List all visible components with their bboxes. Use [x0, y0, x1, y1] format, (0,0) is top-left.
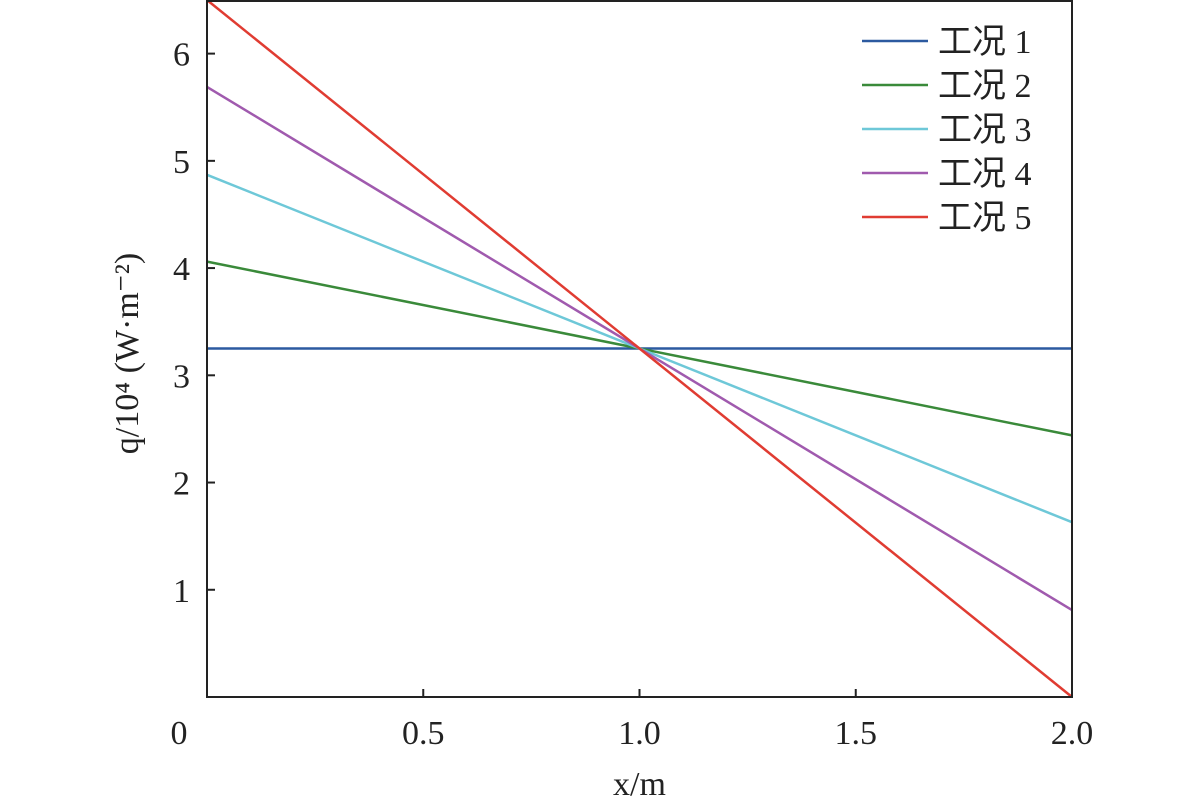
- legend-label-1: 工况 1: [938, 24, 1032, 61]
- x-tick-label: 0.5: [402, 715, 445, 752]
- series-layer: [206, 0, 1073, 698]
- x-tick-label: 0: [171, 715, 188, 752]
- legend: 工况 1 工况 2 工况 3 工况 4 工况 5: [862, 24, 1032, 237]
- x-axis-title: x/m: [613, 766, 666, 803]
- y-tick-label: 3: [173, 358, 190, 395]
- legend-label-2: 工况 2: [938, 68, 1032, 105]
- x-tick-label: 1.0: [618, 715, 661, 752]
- y-tick-label: 4: [173, 251, 190, 288]
- legend-label-3: 工况 3: [938, 112, 1032, 149]
- legend-label-5: 工况 5: [938, 200, 1032, 237]
- y-tick-label: 1: [173, 573, 190, 610]
- legend-label-4: 工况 4: [938, 156, 1032, 193]
- y-axis-title: q/10⁴ (W·m⁻²): [109, 253, 146, 454]
- x-tick-label: 2.0: [1051, 715, 1094, 752]
- y-tick-label: 2: [173, 466, 190, 503]
- x-tick-label: 1.5: [835, 715, 878, 752]
- y-tick-label: 6: [173, 37, 190, 74]
- ticks-layer: 0 0.5 1.0 1.5 2.0 1 2 3 4 5 6: [171, 37, 1094, 752]
- y-tick-label: 5: [173, 144, 190, 181]
- series-line-5: [206, 0, 1073, 698]
